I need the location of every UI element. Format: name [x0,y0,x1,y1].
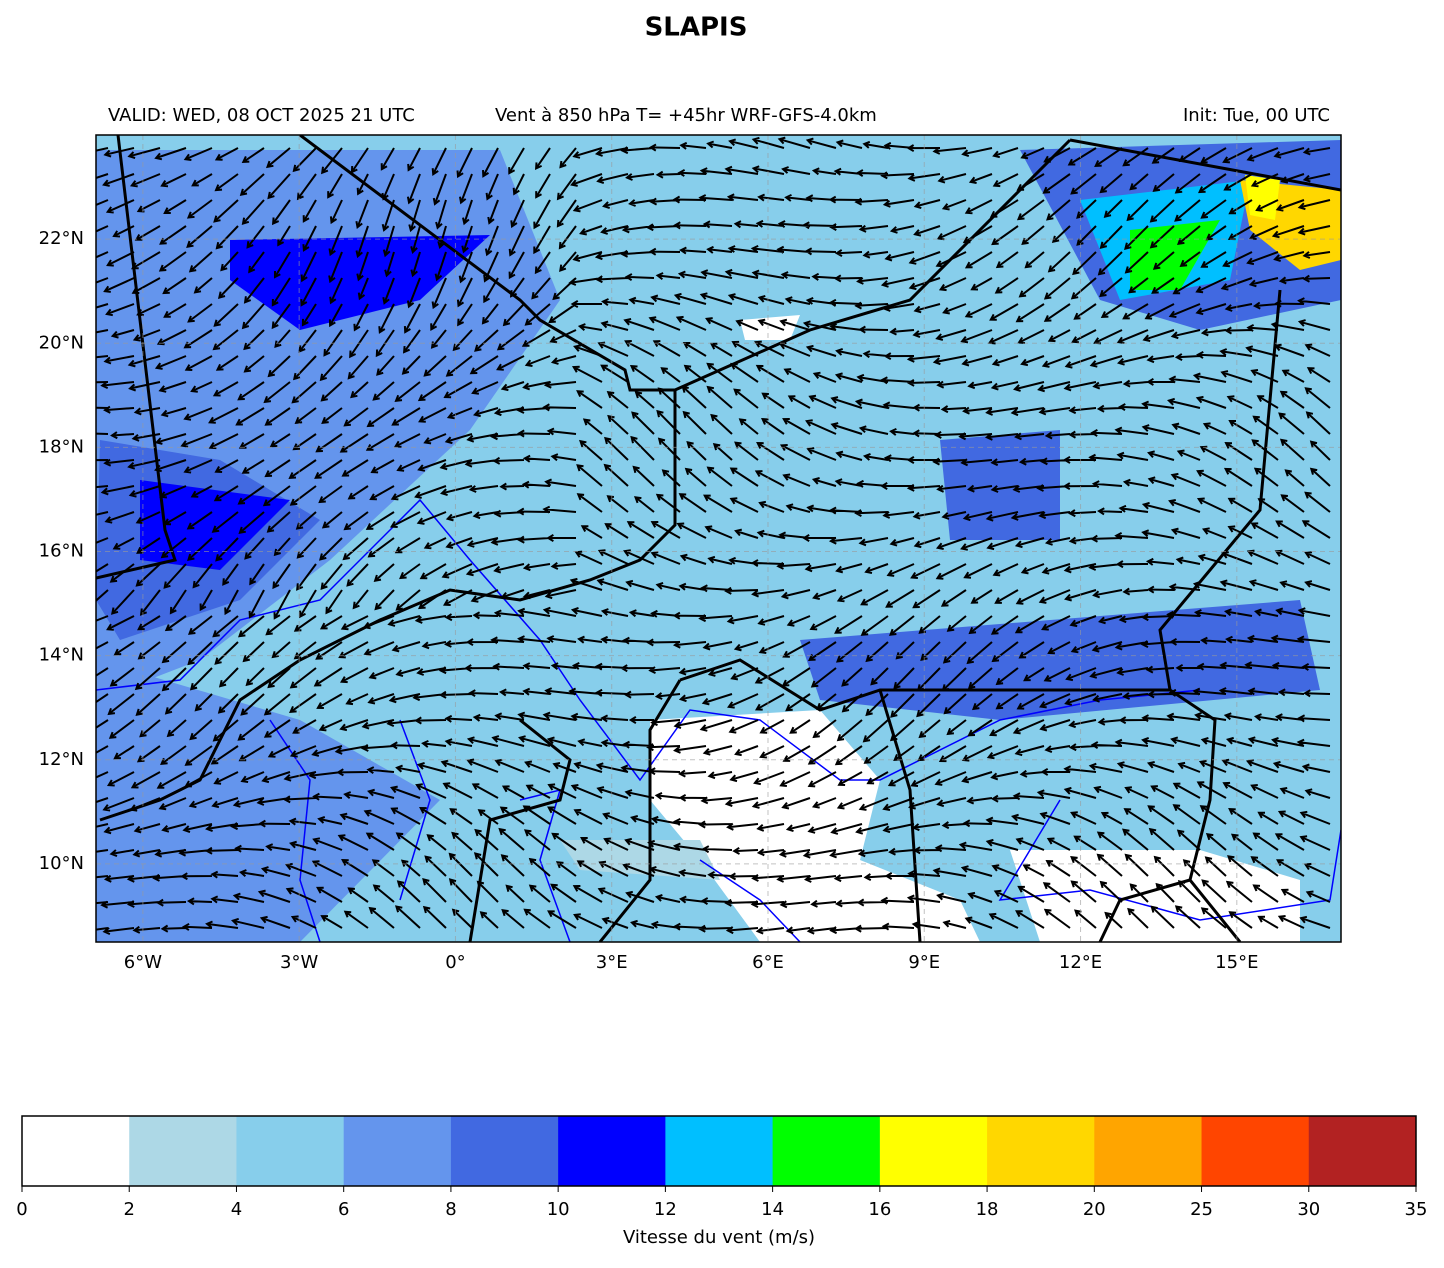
border [1069,138,1341,192]
y-tick-label: 22°N [39,228,84,249]
colorbar-tick-label: 30 [1297,1199,1320,1220]
colorbar-tick-label: 20 [1083,1199,1106,1220]
border [679,658,1170,712]
border [674,138,1072,392]
graticule: 6°W 3°W 0° 3°E 6°E 9°E 12°E 15°E 10°N 12°N 14°N 16°… [39,135,1341,973]
colorbar-box [343,1116,452,1186]
colorbar-tick-label: 25 [1190,1199,1213,1220]
init-time: Init: Tue, 00 UTC [1183,105,1330,126]
colorbar-tick-label: 0 [16,1199,27,1220]
wind-vectors [96,136,1331,936]
colorbar-box [879,1116,988,1186]
y-tick-label: 10°N [39,853,84,874]
river [998,799,1341,921]
river [699,859,801,942]
x-tick-label: 9°E [908,952,940,973]
river [269,719,321,942]
colorbar-box [22,1116,130,1186]
title: SLAPIS [645,13,748,43]
y-tick-label: 18°N [39,436,84,457]
field-patch [1010,850,1300,942]
field-patch [140,480,290,570]
field-patch [230,235,490,330]
colorbar: 0 2 4 6 8 10 12 14 16 18 20 25 30 35 [16,1115,1428,1220]
colorbar-tick-label: 10 [547,1199,570,1220]
x-tick-label: 3°E [596,952,628,973]
colorbar-box [772,1116,881,1186]
colorbar-tick-label: 18 [976,1199,999,1220]
colorbar-box [1094,1116,1203,1186]
x-tick-label: 6°E [752,952,784,973]
field-patch [1130,220,1220,290]
colorbar-tick-label: 35 [1405,1199,1428,1220]
colorbar-label: Vitesse du vent (m/s) [623,1227,815,1248]
x-tick-label: 15°E [1215,952,1258,973]
colorbar-frame [21,1115,1417,1187]
y-tick-label: 14°N [39,645,84,666]
field-patch [940,430,1060,540]
colorbar-tick-label: 12 [654,1199,677,1220]
map-field [96,135,1341,942]
x-tick-label: 12°E [1059,952,1102,973]
border [1158,289,1282,942]
colorbar-box [558,1116,666,1186]
y-tick-label: 12°N [39,749,84,770]
border [878,689,922,942]
y-tick-label: 16°N [39,541,84,562]
colorbar-tick-label: 4 [231,1199,242,1220]
river [519,788,571,942]
colorbar-box [987,1116,1095,1186]
field-patch [740,315,800,340]
map-frame [95,134,1342,943]
colorbar-box [1201,1116,1310,1186]
y-tick-label: 20°N [39,332,84,353]
colorbar-tick-label: 2 [124,1199,135,1220]
colorbar-box [665,1116,774,1186]
x-tick-label: 0° [445,952,465,973]
colorbar-box [450,1116,559,1186]
valid-time: VALID: WED, 08 OCT 2025 21 UTC [108,105,415,126]
colorbar-tick-label: 8 [445,1199,456,1220]
colorbar-tick-label: 14 [761,1199,784,1220]
colorbar-tick-label: 6 [338,1199,349,1220]
colorbar-box [129,1116,237,1186]
field-patch [650,710,980,942]
border [96,135,177,580]
colorbar-box [236,1116,345,1186]
x-tick-label: 3°W [280,952,318,973]
colorbar-box [1308,1116,1417,1186]
border [598,679,682,942]
colorbar-tick-label: 16 [868,1199,891,1220]
field-label: Vent à 850 hPa T= +45hr WRF-GFS-4.0km [495,105,877,126]
x-tick-label: 6°W [124,952,162,973]
